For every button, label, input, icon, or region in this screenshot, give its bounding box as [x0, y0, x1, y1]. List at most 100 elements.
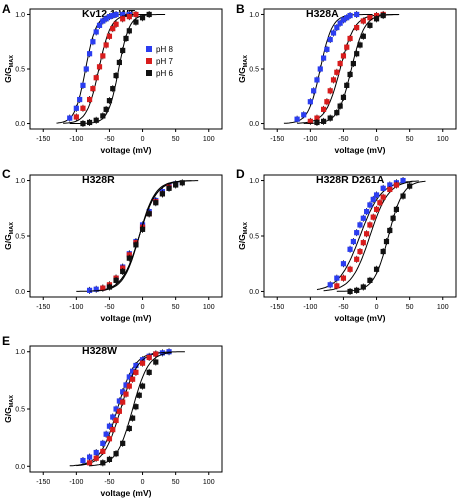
data-point	[340, 17, 347, 23]
panel-title: H328R D261A	[316, 174, 385, 186]
panel-letter: B	[236, 2, 245, 16]
y-axis-label: G/GMAX	[3, 55, 15, 83]
y-tick-label: 0.0	[15, 289, 25, 296]
data-point	[301, 112, 307, 118]
y-axis-label: G/GMAX	[237, 55, 249, 83]
data-point	[387, 182, 393, 188]
legend-marker	[146, 58, 152, 64]
x-axis-label: voltage (mV)	[100, 145, 151, 155]
data-point	[103, 106, 109, 112]
series-3	[89, 352, 172, 467]
legend-label: pH 8	[156, 45, 173, 54]
x-axis-label: voltage (mV)	[334, 313, 385, 323]
panel-letter: E	[2, 334, 10, 348]
data-point	[139, 226, 146, 232]
data-point	[311, 88, 317, 94]
data-point	[334, 275, 340, 281]
x-tick-label: 50	[172, 304, 180, 311]
data-point	[340, 53, 347, 59]
x-tick-label: -100	[69, 136, 83, 143]
data-point	[106, 33, 113, 39]
data-point	[77, 96, 83, 103]
data-point	[390, 215, 396, 221]
data-point	[364, 209, 370, 215]
data-point	[80, 82, 86, 88]
data-point	[116, 59, 122, 66]
data-point	[307, 99, 313, 105]
data-point	[380, 185, 386, 191]
data-point	[93, 29, 99, 35]
data-point	[126, 383, 132, 389]
data-point	[380, 248, 386, 255]
panel-title: H328A	[306, 8, 339, 20]
series-3	[69, 10, 166, 128]
legend-marker	[146, 70, 152, 76]
x-tick-label: 0	[375, 304, 379, 311]
x-tick-label: -150	[36, 479, 50, 486]
data-point	[110, 86, 116, 92]
y-axis-label: G/GMAX	[3, 222, 15, 250]
legend-label: pH 7	[156, 57, 173, 66]
y-tick-label: 0.0	[15, 464, 25, 471]
data-point	[86, 287, 93, 293]
data-point	[126, 14, 132, 20]
data-point	[307, 118, 313, 124]
data-point	[133, 362, 139, 369]
data-point	[317, 66, 323, 72]
data-point	[126, 374, 132, 380]
data-point	[120, 389, 126, 395]
data-point	[73, 105, 79, 111]
x-tick-label: -50	[338, 304, 348, 311]
data-point	[146, 211, 152, 217]
data-point	[133, 404, 139, 410]
data-point	[120, 440, 126, 446]
data-point	[113, 11, 119, 18]
data-point	[100, 53, 106, 59]
data-point	[334, 283, 340, 289]
data-point	[100, 448, 106, 454]
data-point	[340, 94, 347, 100]
data-point	[93, 286, 99, 292]
data-point	[67, 115, 73, 121]
data-point	[153, 351, 159, 357]
y-axis-label: G/GMAX	[237, 222, 249, 250]
x-tick-label: -100	[303, 136, 317, 143]
x-tick-label: -100	[69, 304, 83, 311]
series-1	[76, 180, 192, 294]
data-point	[113, 72, 119, 79]
data-point	[347, 12, 353, 19]
data-point	[120, 268, 126, 275]
data-point	[370, 214, 376, 220]
y-tick-label: 0.0	[249, 289, 259, 296]
data-point	[159, 191, 166, 197]
panel-title: H328W	[82, 345, 117, 357]
data-point	[347, 266, 353, 272]
data-point	[350, 60, 356, 67]
data-point	[96, 64, 103, 70]
y-tick-label: 1.0	[15, 178, 25, 185]
data-point	[380, 194, 386, 200]
series-2	[76, 350, 172, 467]
data-point	[337, 20, 343, 26]
fit-curve	[76, 180, 192, 292]
data-point	[100, 113, 106, 119]
data-point	[367, 202, 373, 208]
data-point	[360, 240, 366, 246]
y-tick-label: 0.5	[15, 67, 25, 74]
data-point	[146, 369, 152, 375]
data-point	[314, 115, 320, 121]
data-point	[354, 287, 360, 293]
data-point	[364, 231, 370, 237]
data-point	[100, 18, 106, 24]
series-1	[316, 177, 419, 291]
data-point	[103, 42, 109, 48]
data-point	[314, 119, 320, 126]
data-point	[330, 30, 337, 36]
data-point	[320, 118, 327, 124]
data-point	[334, 24, 340, 31]
data-point	[360, 215, 366, 221]
data-point	[93, 75, 99, 81]
series-2	[89, 180, 185, 292]
data-point	[367, 22, 373, 28]
panel-e: E H328W -150 -100 -50 0 50 100 0.0 0.5 1.0 voltage …	[2, 334, 223, 498]
